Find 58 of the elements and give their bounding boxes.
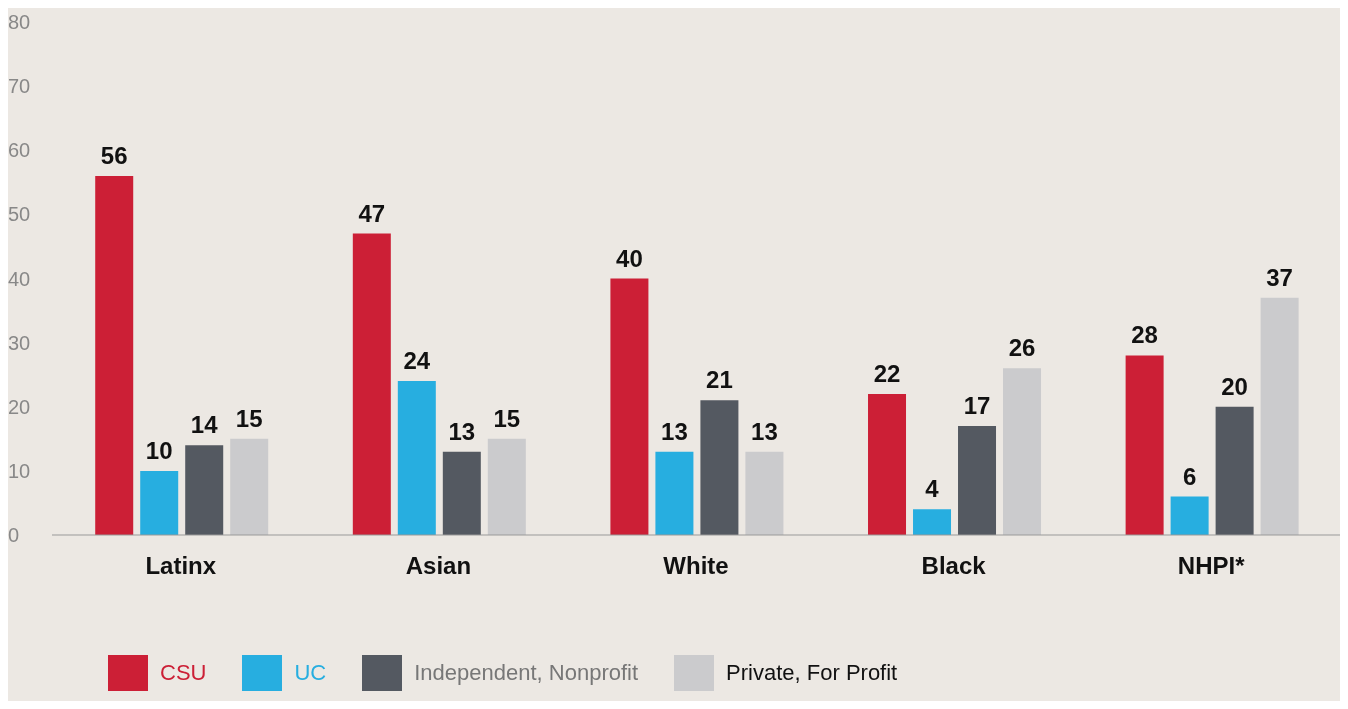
bar — [95, 175, 134, 535]
bar — [397, 381, 436, 535]
data-label: 26 — [1008, 334, 1036, 362]
legend-label: UC — [294, 660, 327, 686]
data-label: 37 — [1266, 263, 1293, 291]
bar — [958, 425, 997, 535]
x-tick-label: NHPI* — [1177, 552, 1246, 580]
y-tick-label: 70 — [8, 75, 31, 98]
bar — [140, 470, 179, 535]
bar — [745, 451, 784, 535]
bar — [230, 438, 269, 535]
data-label: 17 — [963, 391, 991, 419]
y-tick-label: 40 — [8, 267, 31, 290]
data-label: 56 — [100, 141, 128, 169]
bar — [1260, 297, 1299, 535]
data-label: 10 — [145, 436, 173, 464]
y-tick-label: 30 — [8, 331, 31, 354]
data-label: 14 — [190, 411, 219, 439]
y-tick-label: 50 — [8, 203, 31, 226]
y-tick-label: 20 — [8, 395, 31, 418]
data-label: 40 — [616, 244, 643, 272]
bar — [868, 393, 907, 535]
bar — [1170, 496, 1209, 535]
bar — [442, 451, 481, 535]
legend-label: Private, For Profit — [726, 660, 898, 686]
data-label: 6 — [1182, 462, 1197, 490]
x-tick-label: Black — [921, 552, 987, 580]
data-label: 15 — [235, 404, 263, 432]
data-label: 4 — [925, 475, 940, 503]
bar — [913, 509, 952, 535]
y-tick-label: 0 — [8, 524, 20, 547]
x-tick-label: White — [663, 552, 729, 580]
data-label: 22 — [873, 359, 901, 387]
bar — [1215, 406, 1254, 535]
legend-label: Independent, Nonprofit — [414, 660, 639, 686]
data-label: 15 — [493, 404, 521, 432]
data-label: 47 — [358, 199, 386, 227]
y-tick-label: 80 — [8, 11, 31, 34]
data-label: 21 — [706, 366, 733, 394]
bar — [610, 278, 649, 535]
bar — [352, 233, 391, 535]
bar — [185, 445, 224, 535]
bar — [1003, 368, 1042, 535]
data-label: 28 — [1131, 321, 1158, 349]
y-tick-label: 10 — [8, 459, 31, 482]
data-label: 20 — [1221, 372, 1248, 400]
legend-label: CSU — [160, 660, 207, 686]
data-label: 24 — [403, 347, 431, 375]
y-tick-label: 60 — [8, 139, 31, 162]
x-tick-label: Asian — [405, 552, 472, 580]
data-label: 13 — [751, 417, 778, 445]
bar — [1125, 355, 1164, 535]
bar — [487, 438, 526, 535]
bar — [655, 451, 694, 535]
data-label: 13 — [448, 417, 476, 445]
data-label: 13 — [661, 417, 688, 445]
x-tick-label: Latinx — [145, 552, 217, 580]
bar — [700, 400, 739, 535]
